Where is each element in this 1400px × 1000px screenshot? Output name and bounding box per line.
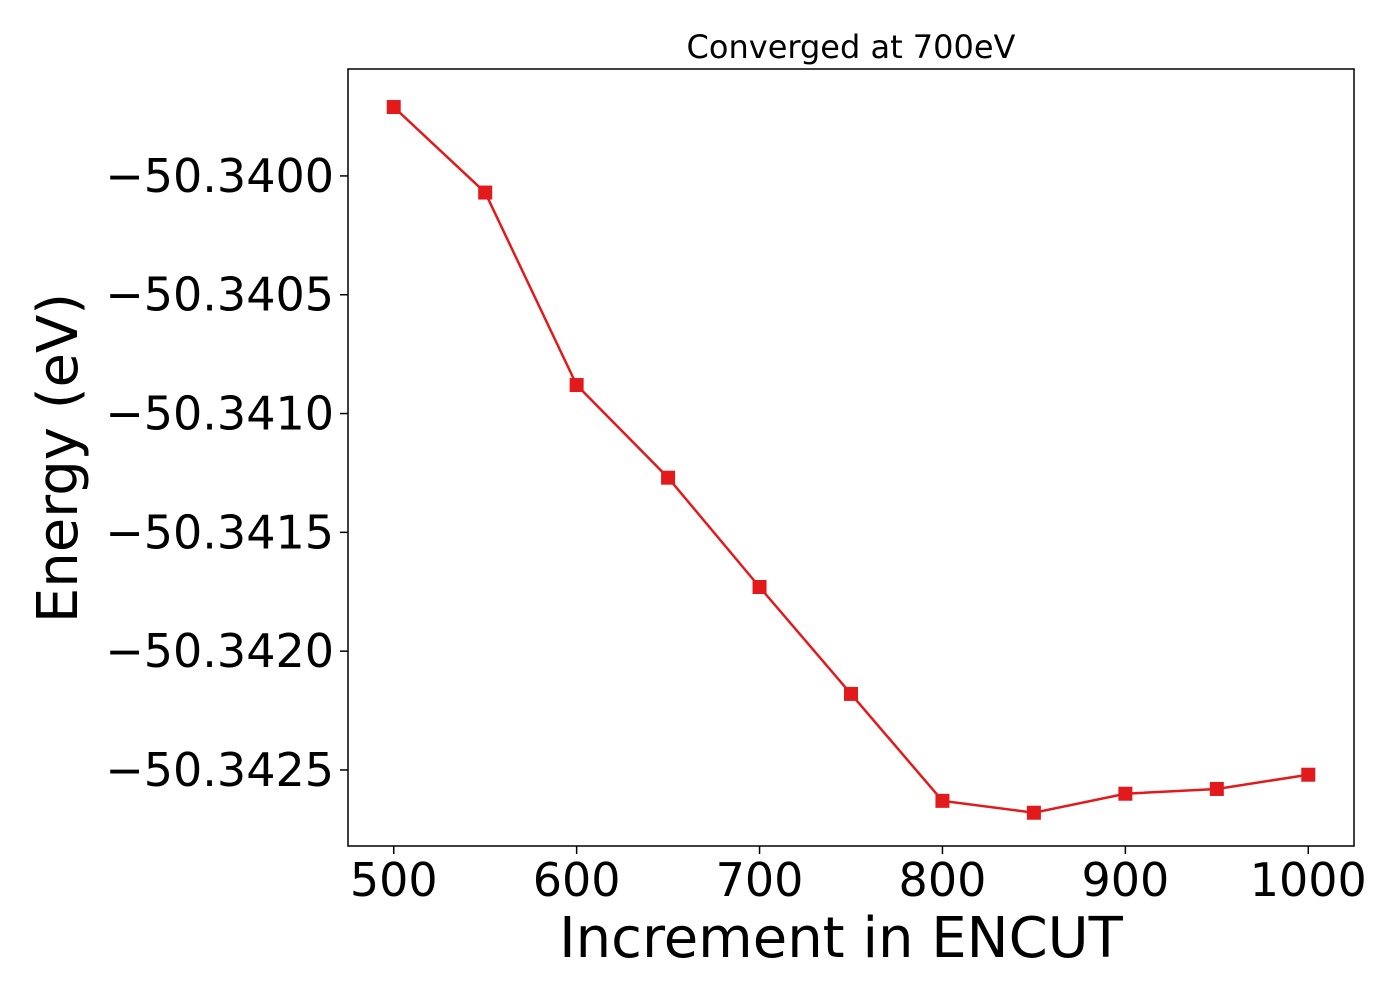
y-tick-label: −50.3415: [105, 505, 334, 559]
x-tick-label: 500: [350, 853, 438, 907]
y-tick-label: −50.3425: [105, 743, 334, 797]
x-tick-label: 1000: [1250, 853, 1367, 907]
chart-title: Converged at 700eV: [687, 28, 1016, 66]
data-point-marker: [661, 470, 676, 485]
x-tick-label: 800: [899, 853, 987, 907]
data-point-marker: [1118, 786, 1133, 801]
data-point-marker: [844, 686, 858, 701]
x-tick-label: 700: [716, 853, 804, 907]
x-tick-label: 900: [1081, 853, 1169, 907]
plot-frame: [347, 68, 1355, 847]
y-axis-label: Energy (eV): [26, 293, 91, 623]
x-axis-label: Increment in ENCUT: [559, 906, 1124, 971]
data-point-marker: [386, 100, 401, 115]
data-point-marker: [1026, 805, 1041, 820]
y-tick-label: −50.3405: [105, 268, 334, 322]
data-point-marker: [935, 793, 950, 808]
y-tick-label: −50.3410: [105, 387, 334, 441]
data-point-marker: [752, 580, 767, 594]
data-point-marker: [1209, 781, 1224, 796]
plot-area: 500 600 700 800 900 1000 −50.3400 −50.3405 −50.3…: [105, 68, 1367, 907]
y-tick-label: −50.3420: [105, 624, 334, 678]
data-point-marker: [478, 185, 493, 200]
data-point-marker: [1301, 767, 1316, 782]
x-tick-label: 600: [533, 853, 621, 907]
data-point-marker: [569, 378, 584, 393]
y-tick-label: −50.3400: [105, 149, 334, 203]
